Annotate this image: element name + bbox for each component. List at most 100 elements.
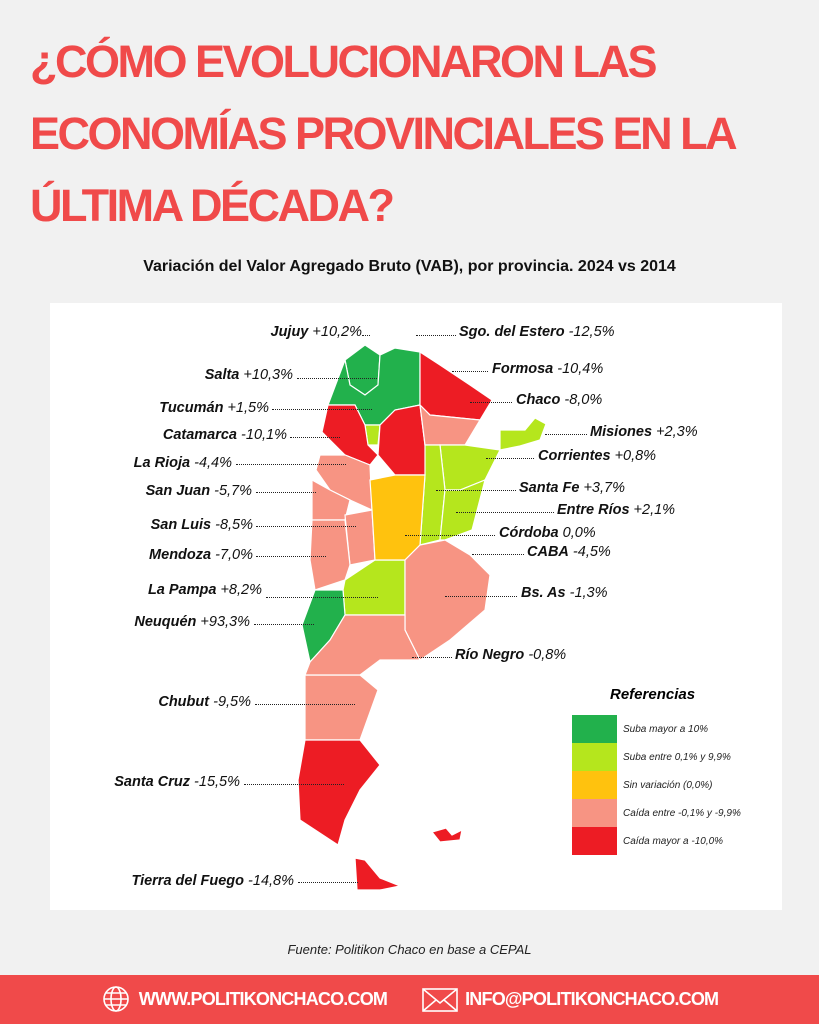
globe-icon	[102, 985, 129, 1012]
province-name: Entre Ríos	[557, 502, 630, 518]
province-mendoza	[309, 519, 351, 591]
province-label: La Rioja -4,4%	[134, 455, 232, 471]
province-value: +8,2%	[220, 582, 262, 598]
province-label: Misiones +2,3%	[590, 424, 698, 440]
leader-line	[298, 882, 358, 883]
province-name: Misiones	[590, 424, 653, 440]
province-value: -0,8%	[528, 647, 567, 663]
province-name: Jujuy	[270, 324, 309, 340]
leader-line	[266, 597, 378, 598]
province-value: 0,0%	[562, 525, 596, 541]
legend-label: Sin variación (0,0%)	[623, 779, 713, 791]
subtitle: Variación del Valor Agregado Bruto (VAB)…	[143, 258, 676, 275]
province-label: Chubut -9,5%	[158, 694, 251, 710]
province-formosa	[419, 350, 493, 421]
province-name: Sgo. del Estero	[459, 324, 565, 340]
legend-item: Caída entre -0,1% y -9,9%	[572, 799, 741, 827]
province-value: +1,5%	[227, 400, 269, 416]
province-name: Santa Cruz	[114, 774, 191, 790]
mail-icon	[422, 987, 458, 1012]
province-label: Santa Cruz -15,5%	[114, 774, 240, 790]
leader-line	[452, 371, 488, 372]
province-label: La Pampa +8,2%	[148, 582, 262, 598]
leader-line	[470, 402, 512, 403]
leader-line	[297, 378, 377, 379]
page-title: ¿CÓMO EVOLUCIONARON LAS ECONOMÍAS PROVIN…	[30, 26, 790, 242]
province-value: -9,5%	[213, 694, 251, 710]
province-corrientes	[439, 444, 501, 491]
province-name: Tierra del Fuego	[131, 873, 245, 889]
legend-item: Caída mayor a -10,0%	[572, 827, 741, 855]
province-name: La Pampa	[147, 582, 217, 598]
legend-item: Suba mayor a 10%	[572, 715, 741, 743]
province-tierra-del-fuego	[354, 857, 403, 891]
leader-line	[445, 596, 517, 597]
province-value: -4,4%	[194, 455, 232, 471]
leader-line	[486, 458, 534, 459]
province-name: La Rioja	[133, 455, 191, 471]
legend-label: Suba entre 0,1% y 9,9%	[623, 751, 731, 763]
leader-line	[472, 554, 524, 555]
title-line: ¿CÓMO EVOLUCIONARON LAS	[30, 36, 658, 87]
province-label: Salta +10,3%	[205, 367, 293, 383]
province-name: Catamarca	[162, 427, 238, 443]
province-value: -10,4%	[557, 361, 604, 377]
legend-label: Caída mayor a -10,0%	[623, 835, 724, 847]
province-san-juan	[311, 478, 351, 521]
province-name: Santa Fe	[519, 480, 580, 496]
province-value: +10,3%	[243, 367, 293, 383]
province-la-pampa	[342, 559, 406, 616]
leader-line	[244, 784, 344, 785]
province-name: Corrientes	[538, 448, 611, 464]
province-rio-negro	[304, 614, 421, 676]
leader-line	[412, 657, 452, 658]
legend-label: Caída entre -0,1% y -9,9%	[623, 807, 741, 819]
province-value: -1,3%	[569, 585, 608, 601]
email-link[interactable]: INFO@POLITIKONCHACO.COM	[421, 986, 719, 1014]
leader-line	[256, 526, 356, 527]
province-misiones	[499, 417, 547, 451]
province-name: Bs. As	[521, 585, 566, 601]
legend-item: Suba entre 0,1% y 9,9%	[572, 743, 741, 771]
leader-line	[255, 704, 355, 705]
source-note: Fuente: Politikon Chaco en base a CEPAL	[287, 942, 532, 957]
province-value: -14,8%	[248, 873, 294, 889]
province-label: Santa Fe +3,7%	[519, 480, 625, 496]
province-la-rioja	[315, 454, 373, 511]
province-buenos-aires	[404, 539, 491, 661]
legend: Referencias Suba mayor a 10% Suba entre 0…	[572, 686, 741, 855]
email-text: INFO@POLITIKONCHACO.COM	[465, 989, 719, 1009]
province-label: Tierra del Fuego -14,8%	[131, 873, 294, 889]
province-name: Río Negro	[455, 647, 525, 663]
province-value: -15,5%	[194, 774, 240, 790]
title-line: ÚLTIMA DÉCADA?	[30, 180, 395, 231]
province-label: CABA -4,5%	[527, 544, 611, 560]
province-value: +10,2%	[312, 324, 362, 340]
legend-label: Suba mayor a 10%	[623, 723, 709, 735]
province-value: -12,5%	[568, 324, 615, 340]
footer: WWW.POLITIKONCHACO.COM INFO@POLITIKONCHA…	[0, 975, 819, 1024]
province-santa-cruz	[297, 739, 381, 846]
legend-title: Referencias	[610, 686, 696, 703]
province-value: +2,3%	[656, 424, 698, 440]
province-label: Catamarca -10,1%	[163, 427, 287, 443]
province-value: -10,1%	[241, 427, 287, 443]
website-text: WWW.POLITIKONCHACO.COM	[138, 989, 388, 1009]
province-label: Corrientes +0,8%	[538, 448, 656, 464]
province-name: Chubut	[158, 694, 210, 710]
province-label: Neuquén +93,3%	[134, 614, 250, 630]
province-name: Salta	[204, 367, 240, 383]
province-value: +3,7%	[583, 480, 625, 496]
legend-item: Sin variación (0,0%)	[572, 771, 741, 799]
leader-line	[254, 624, 314, 625]
leader-line	[362, 335, 370, 336]
province-value: -8,5%	[215, 517, 253, 533]
website-link[interactable]: WWW.POLITIKONCHACO.COM	[101, 984, 388, 1016]
province-label: Tucumán +1,5%	[159, 400, 269, 416]
province-chubut	[304, 674, 379, 741]
leader-line	[236, 464, 346, 465]
province-name: CABA	[527, 544, 569, 560]
leader-line	[256, 492, 316, 493]
province-label: Jujuy +10,2%	[271, 324, 363, 340]
